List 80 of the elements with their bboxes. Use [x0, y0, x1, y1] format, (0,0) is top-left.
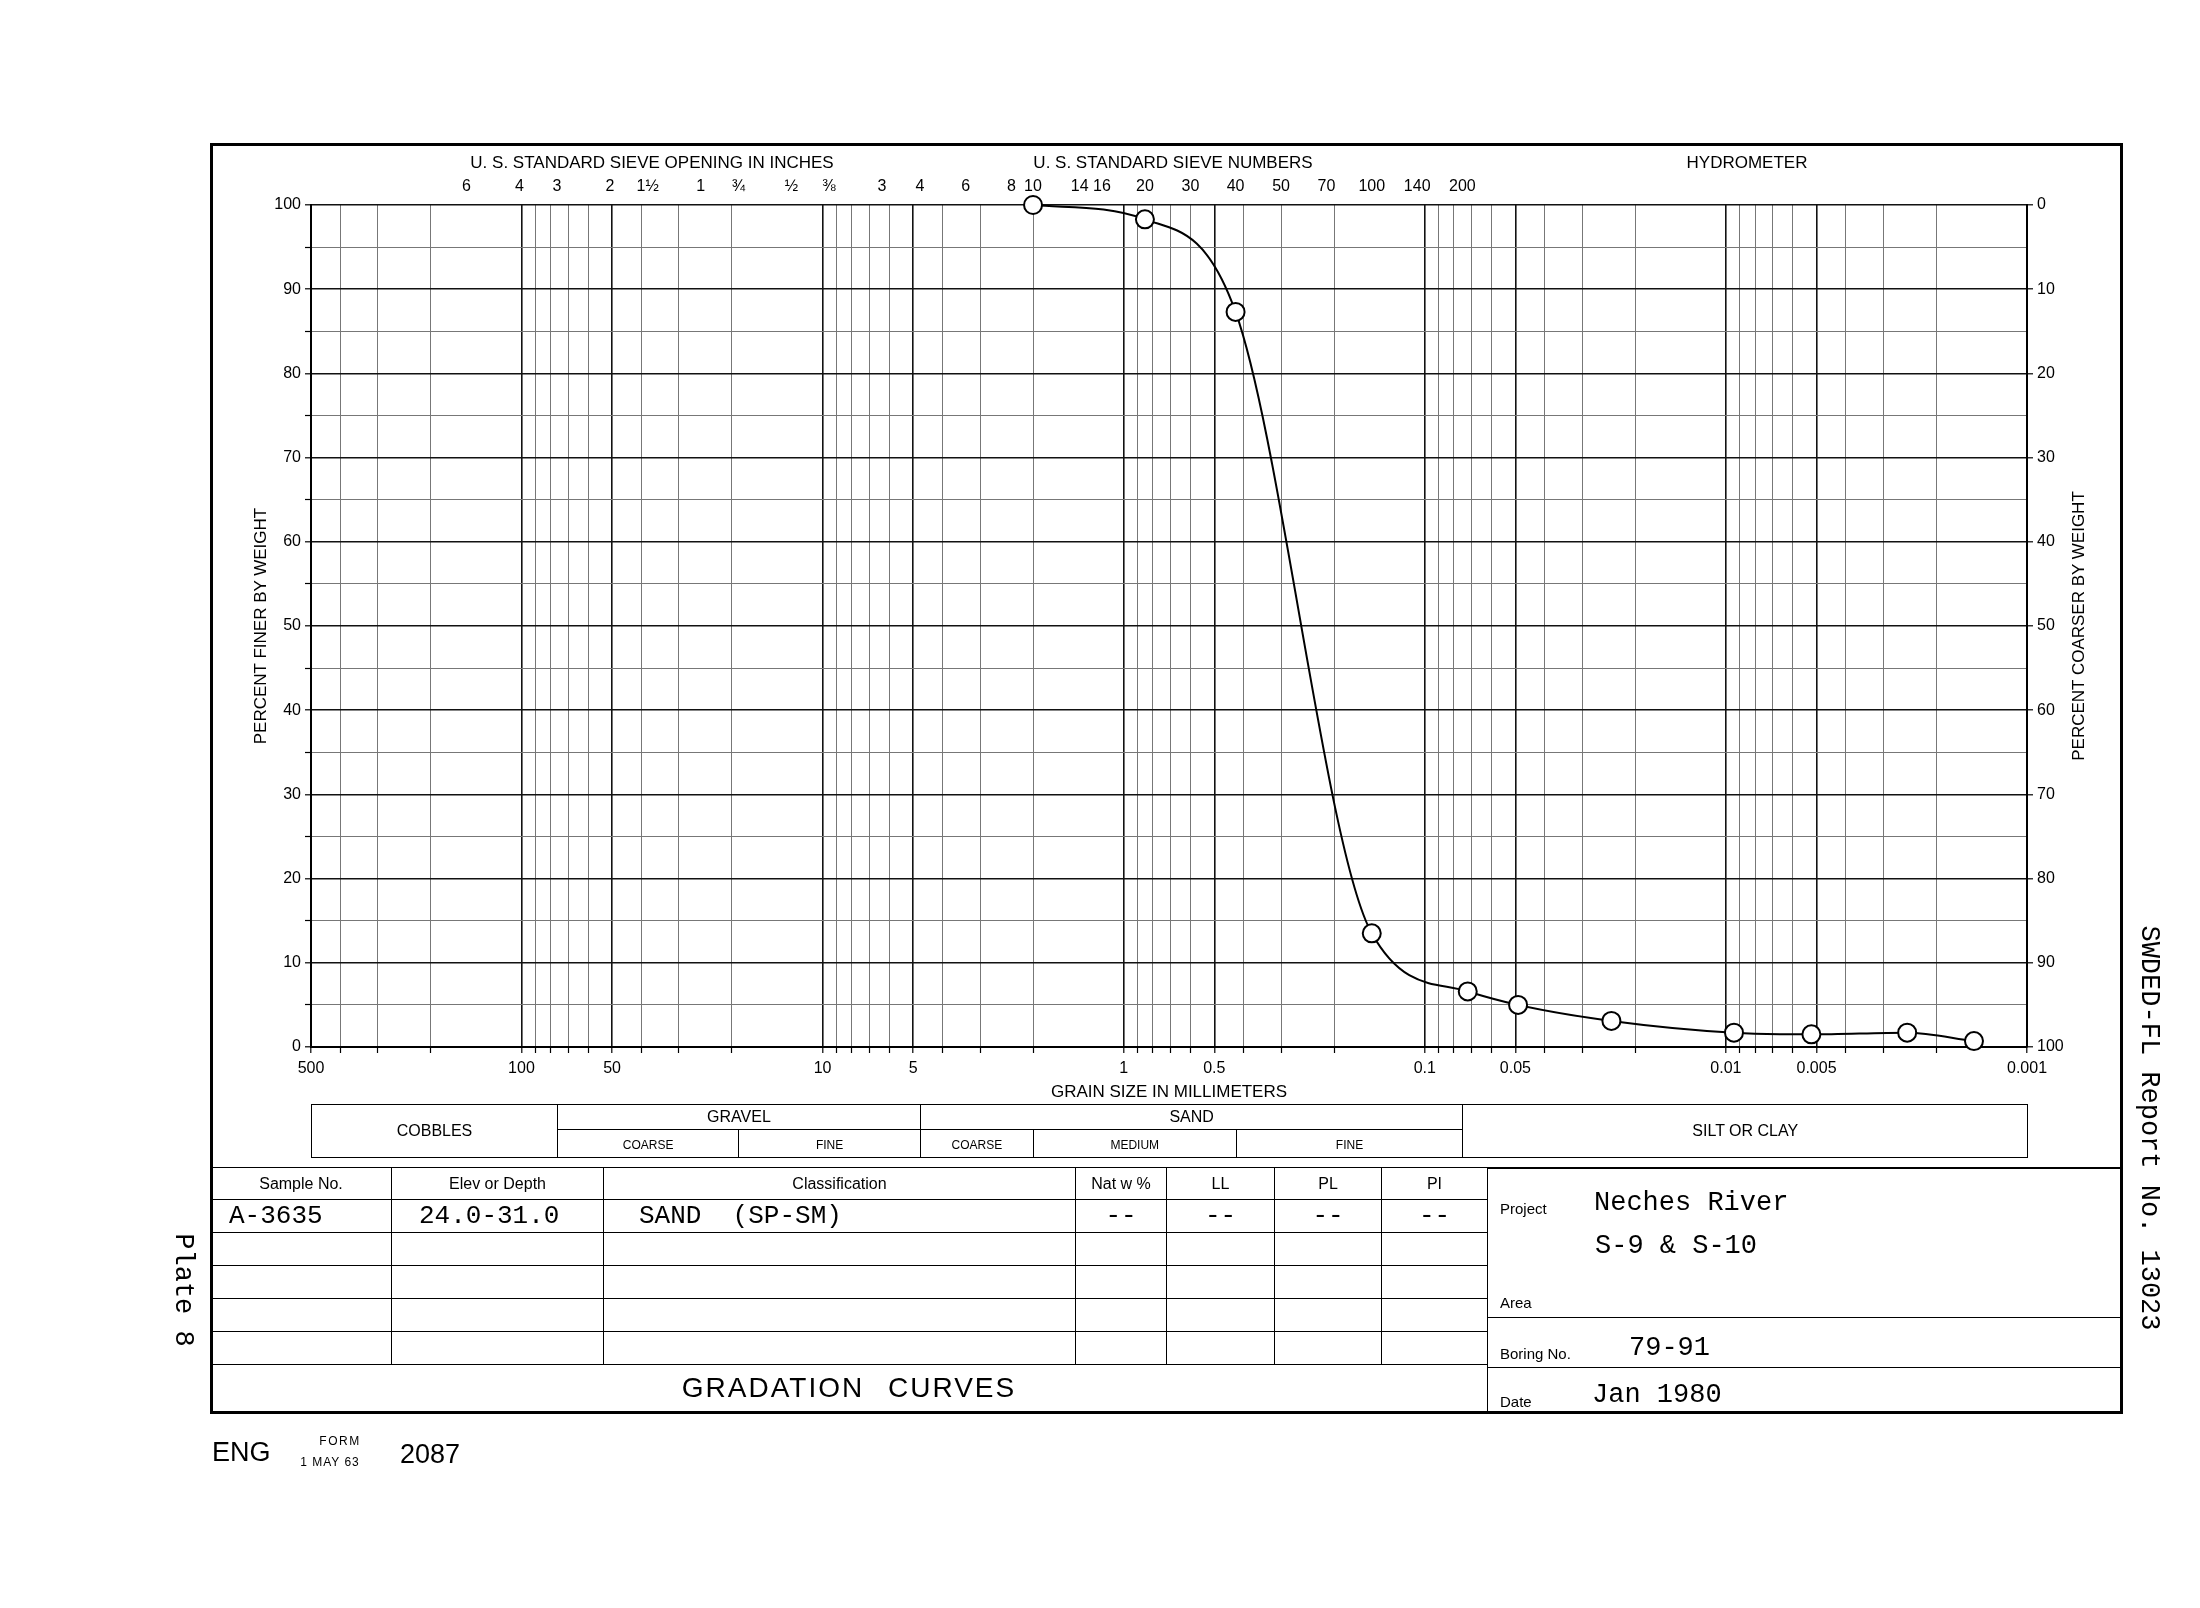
x-tick-label: 0.05 [1499, 1059, 1532, 1077]
text: Plate 8 [167, 1233, 198, 1347]
y-tick-label: 20 [283, 869, 302, 887]
x-tick-label: 0.005 [1796, 1059, 1837, 1077]
x-tick-label: 0.1 [1413, 1059, 1436, 1077]
y2-tick-label: 20 [2037, 363, 2055, 381]
y-tick-label: 100 [274, 195, 302, 213]
x-axis-title: GRAIN SIZE IN MILLIMETERS [1050, 1081, 1288, 1102]
text: FORM [319, 1434, 361, 1449]
y2-tick-label: 50 [2037, 616, 2055, 634]
x-tick-label: 5 [908, 1059, 918, 1077]
y2-tick-label: 100 [2037, 1037, 2064, 1055]
text: ½ [784, 177, 798, 195]
x-tick-label: 1 [1119, 1059, 1129, 1077]
y2-axis-title: PERCENT COARSER BY WEIGHT [2068, 491, 2089, 761]
text: Area [1500, 1293, 1532, 1312]
text: 16 [1093, 177, 1111, 195]
text: S-9 & S-10 [1595, 1231, 1758, 1262]
y2-tick-label: 10 [2037, 279, 2055, 297]
text: 4 [915, 177, 925, 195]
y2-tick-label: 60 [2037, 700, 2055, 718]
text: 70 [1317, 177, 1336, 195]
text: HYDROMETER [1686, 152, 1808, 173]
x-tick-label: 50 [603, 1059, 622, 1077]
y-axis-title: PERCENT FINER BY WEIGHT [250, 507, 271, 745]
text: 10 [1024, 177, 1042, 195]
text: 2087 [400, 1439, 461, 1470]
text: Jan 1980 [1592, 1380, 1722, 1411]
text: 1½ [636, 177, 659, 195]
text: 79-91 [1629, 1333, 1711, 1364]
text: 6 [961, 177, 971, 195]
text: 1 [696, 177, 706, 195]
text: 20 [1135, 177, 1154, 195]
y-tick-label: 80 [283, 363, 302, 381]
text: 14 [1070, 177, 1089, 195]
y-tick-label: 90 [283, 279, 302, 297]
y-tick-label: 10 [283, 953, 302, 971]
text: 3 [552, 177, 562, 195]
text: 6 [461, 177, 471, 195]
text: Neches River [1594, 1188, 1789, 1219]
text: 1 MAY 63 [300, 1455, 360, 1470]
y-tick-label: 60 [283, 532, 302, 550]
form-table: Sample No. Elev or Depth Classification Nat w % LL PL PI A-3635 24.0-31.0 SAND (SP-SM) -- -- -- -- GRADATION CURVES [210, 1167, 1488, 1413]
text: ⅜ [822, 177, 836, 195]
y2-tick-label: 70 [2037, 784, 2055, 802]
x-tick-label: 10 [813, 1059, 832, 1077]
text: 4 [514, 177, 524, 195]
text: U. S. STANDARD SIEVE OPENING IN INCHES [470, 152, 834, 173]
text: 3 [877, 177, 887, 195]
text: ¾ [731, 177, 745, 195]
text: 40 [1226, 177, 1245, 195]
y2-tick-label: 0 [2037, 195, 2046, 213]
y2-tick-label: 80 [2037, 869, 2055, 887]
y-tick-label: 0 [292, 1037, 302, 1055]
x-tick-label: 0.001 [2006, 1059, 2048, 1077]
text: 30 [1181, 177, 1200, 195]
y2-tick-label: 30 [2037, 448, 2055, 466]
text: Boring No. [1500, 1344, 1571, 1363]
x-tick-label: 500 [297, 1059, 325, 1077]
text: 2 [605, 177, 615, 195]
text: 200 [1449, 177, 1476, 195]
y2-tick-label: 40 [2037, 532, 2055, 550]
text: 140 [1403, 177, 1431, 195]
text: 8 [1006, 177, 1016, 195]
y-tick-label: 40 [283, 700, 302, 718]
x-tick-label: 0.01 [1710, 1059, 1742, 1077]
text: Date [1500, 1392, 1532, 1411]
y2-tick-label: 90 [2037, 953, 2055, 971]
x-tick-label: 100 [508, 1059, 535, 1077]
y-tick-label: 70 [283, 448, 302, 466]
text: 50 [1272, 177, 1290, 195]
classification-strip: COBBLES GRAVEL SAND SILT OR CLAY COARSE FINE COARSE MEDIUM FINE [311, 1104, 2028, 1158]
text: Project [1500, 1199, 1547, 1218]
text: U. S. STANDARD SIEVE NUMBERS [1033, 152, 1313, 173]
text: SWDED-FL Report No. 13023 [2133, 925, 2164, 1331]
text: ENG [212, 1437, 271, 1468]
text: 100 [1358, 177, 1386, 195]
y-tick-label: 50 [283, 616, 302, 634]
x-tick-label: 0.5 [1203, 1059, 1226, 1077]
y-tick-label: 30 [283, 784, 302, 802]
